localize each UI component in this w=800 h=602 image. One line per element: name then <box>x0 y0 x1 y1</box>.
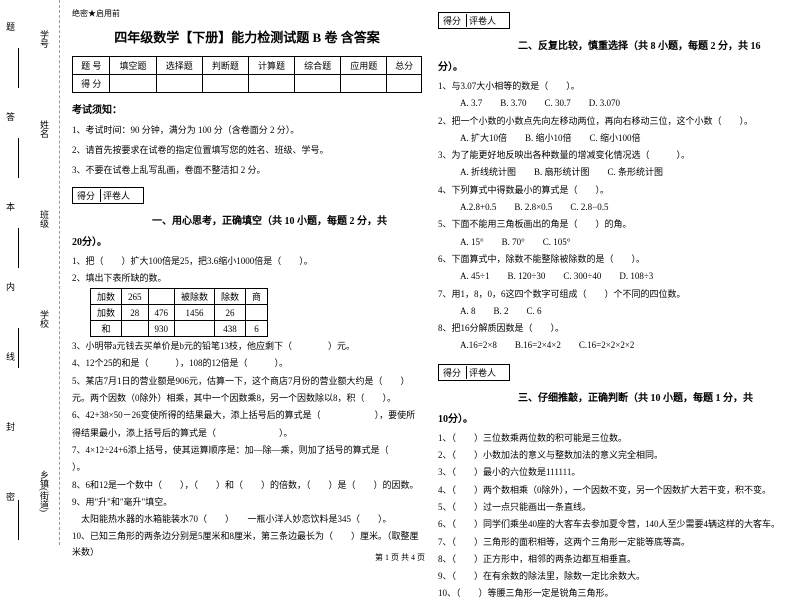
question: 1、（ ）三位数乘两位数的积可能是三位数。 <box>438 431 788 446</box>
question: 8、6和12是一个数中（ ），（ ）和（ ）的倍数，（ ）是（ ）的因数。 <box>72 478 422 493</box>
th: 总分 <box>387 57 422 75</box>
options: A. 45÷1 B. 120÷30 C. 300÷40 D. 108÷3 <box>438 269 788 284</box>
question: 1、把（ ）扩大100倍是25，把3.6缩小1000倍是（ ）。 <box>72 254 422 269</box>
margin-label: 学校 <box>38 310 51 328</box>
page-footer: 第 1 页 共 4 页 <box>0 552 800 563</box>
question: ）。 <box>72 460 422 475</box>
question: 9、（ ）在有余数的除法里，除数一定比余数大。 <box>438 569 788 584</box>
question: 10、（ ）等腰三角形一定是锐角三角形。 <box>438 586 788 601</box>
question: 7、用1，8，0，6这四个数字可组成（ ）个不同的四位数。 <box>438 287 788 302</box>
exam-page: 学号 姓名 班级 学校 乡镇(街道) 题 答 本 内 线 封 密 绝密★启用前 … <box>0 0 800 545</box>
question: 元。两个因数（0除外）相乘，其中一个因数乘8，另一个因数除以8，积（ ）。 <box>72 391 422 406</box>
scorer-label: 评卷人 <box>467 14 507 27</box>
part3-title2: 10分）。 <box>438 410 788 425</box>
question: 7、（ ）三角形的面积相等，这两个三角形一定能等底等高。 <box>438 535 788 550</box>
question: 7、4×12÷24+6添上括号，使其运算顺序是：加—除—乘，则加了括号的算式是（ <box>72 443 422 458</box>
notice-item: 1、考试时间：90 分钟，满分为 100 分（含卷面分 2 分）。 <box>72 122 422 138</box>
th: 判断题 <box>202 57 248 75</box>
question: 3、（ ）最小的六位数是111111。 <box>438 465 788 480</box>
score-table: 题 号 填空题 选择题 判断题 计算题 综合题 应用题 总分 得 分 <box>72 56 422 93</box>
content-area: 绝密★启用前 四年级数学【下册】能力检测试题 B 卷 含答案 题 号 填空题 选… <box>60 0 800 545</box>
scorer-label: 评卷人 <box>101 189 141 202</box>
part1-title2: 20分）。 <box>72 233 422 248</box>
options: A. 15° B. 70° C. 105° <box>438 235 788 250</box>
seal-char: 题 <box>6 20 15 33</box>
seal-char: 内 <box>6 280 15 293</box>
question: 5、某店7月1日的营业额是906元，估算一下，这个商店7月份的营业额大约是（ ） <box>72 374 422 389</box>
question: 9、用"升"和"毫升"填空。 <box>72 495 422 510</box>
notice-head: 考试须知： <box>72 101 422 116</box>
options: A. 扩大10倍 B. 缩小10倍 C. 缩小100倍 <box>438 131 788 146</box>
part2-title2: 分）。 <box>438 58 788 73</box>
part1-title: 一、用心思考，正确填空（共 10 小题，每题 2 分，共 <box>72 212 422 227</box>
question: 4、（ ）两个数相乘（0除外），一个因数不变，另一个因数扩大若干变，积不变。 <box>438 483 788 498</box>
secret-label: 绝密★启用前 <box>72 8 422 19</box>
question: 2、填出下表所缺的数。 <box>72 271 422 286</box>
question: 6、42+38×50－26变使所得的结果最大，添上括号后的算式是（ ），要使所 <box>72 408 422 423</box>
notice-item: 2、请首先按要求在试卷的指定位置填写您的姓名、班级、学号。 <box>72 142 422 158</box>
th: 应用题 <box>341 57 387 75</box>
notice-item: 3、不要在试卷上乱写乱画，卷面不整洁扣 2 分。 <box>72 162 422 178</box>
table-row: 得 分 <box>73 75 422 93</box>
question: 太阳能热水器的水箱能装水70（ ） 一瓶小洋人妙恋饮料是345（ ）。 <box>72 512 422 527</box>
question: 6、（ ）同学们乘坐40座的大客车去参加夏令营，140人至少需要4辆这样的大客车… <box>438 517 788 532</box>
th: 综合题 <box>295 57 341 75</box>
fill-table: 加数265被除数除数商 加数28476145626 和9304386 <box>90 288 268 337</box>
options: A. 折线统计图 B. 扇形统计图 C. 条形统计图 <box>438 165 788 180</box>
margin-label: 乡镇(街道) <box>38 470 51 512</box>
left-column: 绝密★启用前 四年级数学【下册】能力检测试题 B 卷 含答案 题 号 填空题 选… <box>72 8 422 537</box>
scorer-box: 得分评卷人 <box>438 364 510 381</box>
question: 5、（ ）过一点只能画出一条直线。 <box>438 500 788 515</box>
td: 得 分 <box>73 75 110 93</box>
scorer-label: 得分 <box>441 366 467 379</box>
question: 得结果最小，添上括号后的算式是（ ）。 <box>72 426 422 441</box>
margin-field <box>18 48 19 88</box>
table-row: 题 号 填空题 选择题 判断题 计算题 综合题 应用题 总分 <box>73 57 422 75</box>
question: 4、下列算式中得数最小的算式是（ ）。 <box>438 183 788 198</box>
binding-margin: 学号 姓名 班级 学校 乡镇(街道) 题 答 本 内 线 封 密 <box>0 0 60 545</box>
th: 计算题 <box>248 57 294 75</box>
question: 3、小明带a元钱去买单价是b元的铅笔13枝，他应剩下（ ）元。 <box>72 339 422 354</box>
margin-label: 班级 <box>38 210 51 228</box>
seal-char: 答 <box>6 110 15 123</box>
th: 题 号 <box>73 57 110 75</box>
exam-title: 四年级数学【下册】能力检测试题 B 卷 含答案 <box>72 27 422 46</box>
seal-char: 线 <box>6 350 15 363</box>
question: 4、12个25的和是（ ），108的12倍是（ ）。 <box>72 356 422 371</box>
scorer-label: 得分 <box>441 14 467 27</box>
question: 2、（ ）小数加法的意义与整数加法的意义完全相同。 <box>438 448 788 463</box>
scorer-label: 得分 <box>75 189 101 202</box>
scorer-box: 得分评卷人 <box>72 187 144 204</box>
question: 2、把一个小数的小数点先向左移动两位，再向右移动三位，这个小数（ ）。 <box>438 114 788 129</box>
seal-char: 封 <box>6 420 15 433</box>
margin-field <box>18 228 19 268</box>
options: A.16=2×8 B.16=2×4×2 C.16=2×2×2×2 <box>438 338 788 353</box>
part2-title: 二、反复比较，慎重选择（共 8 小题，每题 2 分，共 16 <box>438 37 788 52</box>
part3-title: 三、仔细推敲，正确判断（共 10 小题，每题 1 分，共 <box>438 389 788 404</box>
question: 6、下面算式中，除数不能整除被除数的是（ ）。 <box>438 252 788 267</box>
margin-field <box>18 138 19 178</box>
question: 8、把16分解质因数是（ ）。 <box>438 321 788 336</box>
th: 填空题 <box>110 57 156 75</box>
seal-char: 本 <box>6 200 15 213</box>
options: A.2.8+0.5 B. 2.8×0.5 C. 2.8−0.5 <box>438 200 788 215</box>
options: A. 3.7 B. 3.70 C. 30.7 D. 3.070 <box>438 96 788 111</box>
scorer-label: 评卷人 <box>467 366 507 379</box>
th: 选择题 <box>156 57 202 75</box>
question: 3、为了能更好地反映出各种数量的增减变化情况选（ ）。 <box>438 148 788 163</box>
margin-label: 姓名 <box>38 120 51 138</box>
scorer-box: 得分评卷人 <box>438 12 510 29</box>
question: 5、下面不能用三角板画出的角是（ ）的角。 <box>438 217 788 232</box>
margin-label: 学号 <box>38 30 51 48</box>
margin-field <box>18 328 19 368</box>
question: 1、与3.07大小相等的数是（ ）。 <box>438 79 788 94</box>
margin-field <box>18 500 19 540</box>
seal-char: 密 <box>6 490 15 503</box>
options: A. 8 B. 2 C. 6 <box>438 304 788 319</box>
right-column: 得分评卷人 二、反复比较，慎重选择（共 8 小题，每题 2 分，共 16 分）。… <box>438 8 788 537</box>
